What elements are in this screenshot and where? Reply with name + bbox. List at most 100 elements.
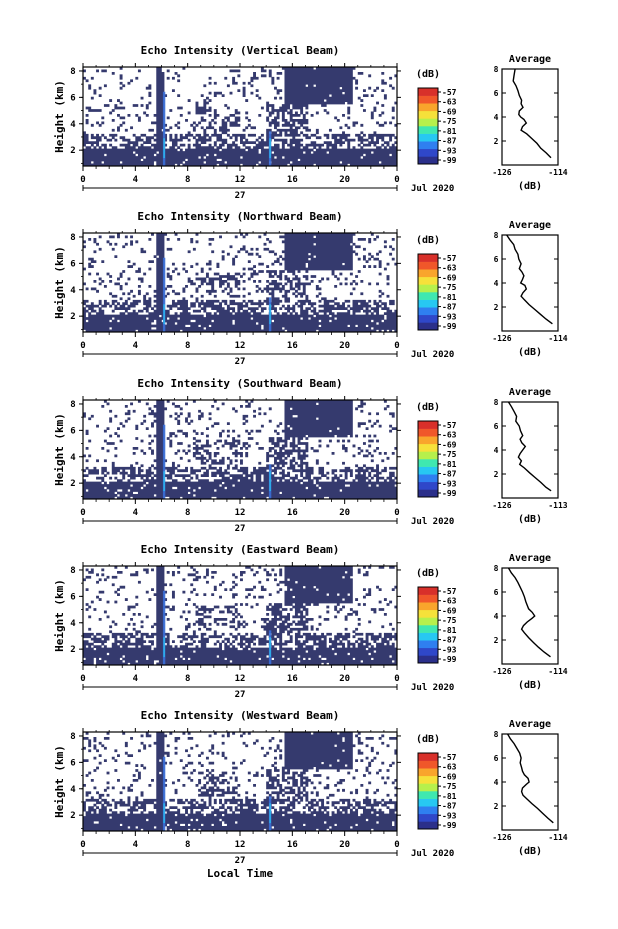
profile-y-tick-label: 6: [494, 422, 499, 431]
echo-cells: [83, 732, 398, 832]
echo-cells: [83, 233, 398, 333]
profile-x-tick-label: -114: [548, 667, 567, 676]
colorbar-swatch: [418, 647, 438, 656]
colorbar-tick-label: -69: [442, 107, 457, 116]
echo-streak-core: [163, 304, 165, 325]
panel-title: Echo Intensity (Northward Beam): [137, 210, 342, 223]
echo-streak-core: [269, 138, 271, 159]
colorbar: (dB)-57-63-69-75-81-87-93-99: [416, 69, 457, 165]
profile-x-tick-label: -126: [492, 334, 511, 343]
colorbar-tick-label: -87: [442, 303, 457, 312]
day-label: 27: [235, 357, 246, 367]
y-axis: 2 4 6 8 Height (km): [53, 732, 401, 829]
y-tick-label: 2: [70, 146, 75, 156]
panel-title: Echo Intensity (Vertical Beam): [141, 44, 340, 57]
date-label: Jul 2020: [411, 849, 454, 859]
colorbar-swatch: [418, 269, 438, 278]
colorbar-swatch: [418, 133, 438, 142]
colorbar-tick-label: -81: [442, 626, 457, 635]
heatmap: [82, 399, 398, 500]
colorbar-tick-label: -93: [442, 645, 457, 654]
colorbar-swatch: [418, 798, 438, 807]
x-tick-label: 12: [235, 341, 246, 351]
colorbar-swatch: [418, 821, 438, 830]
profile-x-tick-label: -126: [492, 501, 511, 510]
echo-streak: [162, 91, 166, 166]
colorbar-swatch: [418, 481, 438, 490]
colorbar-swatch: [418, 276, 438, 285]
colorbar-tick-label: -57: [442, 421, 457, 430]
x-tick-label: 4: [133, 508, 139, 518]
x-tick-label: 20: [339, 508, 350, 518]
heatmap: [82, 565, 398, 666]
panel-2: Echo Intensity (Northward Beam) 2 4 6 8 Heigh…: [53, 210, 568, 367]
colorbar-tick-label: -93: [442, 811, 457, 820]
colorbar-tick-label: -87: [442, 636, 457, 645]
x-tick-label: 20: [339, 674, 350, 684]
colorbar-tick-label: -75: [442, 616, 457, 625]
x-tick-label: 4: [133, 341, 139, 351]
colorbar-tick-label: -75: [442, 283, 457, 292]
profile-x-tick-label: -114: [548, 168, 567, 177]
profile-frame: [501, 733, 559, 831]
profile-x-tick-label: -114: [548, 833, 567, 842]
colorbar-frame: [417, 752, 439, 830]
echo-cells: [83, 566, 398, 666]
y-tick-label: 2: [70, 479, 75, 489]
x-axis: 0 4 8 12 16 20 0 27 Jul 2020: [80, 229, 454, 367]
colorbar-swatch: [418, 489, 438, 498]
colorbar-tick-label: -99: [442, 322, 457, 331]
colorbar-tick-label: -63: [442, 98, 457, 107]
colorbar-swatch: [418, 299, 438, 308]
echo-streak-core: [163, 637, 165, 658]
profile-y-tick-label: 8: [494, 398, 499, 407]
date-label: Jul 2020: [411, 184, 454, 194]
x-tick-label: 8: [185, 341, 190, 351]
profile-title: Average: [509, 54, 551, 65]
colorbar-tick-label: -63: [442, 763, 457, 772]
colorbar-frame: [417, 87, 439, 165]
echo-streak: [162, 756, 166, 831]
echo-streak: [162, 257, 166, 332]
colorbar-tick-label: -57: [442, 587, 457, 596]
colorbar-swatch: [418, 760, 438, 769]
x-tick-label: 0: [394, 674, 399, 684]
colorbar-tick-label: -75: [442, 782, 457, 791]
y-tick-label: 4: [70, 120, 76, 130]
x-tick-label: 0: [80, 674, 85, 684]
y-tick-label: 6: [70, 259, 75, 269]
echo-streak-core: [269, 471, 271, 492]
colorbar-unit: (dB): [416, 235, 440, 246]
x-tick-label: 4: [133, 840, 139, 850]
day-label: 27: [235, 856, 246, 866]
x-tick-label: 8: [185, 674, 190, 684]
colorbar-swatch: [418, 261, 438, 270]
colorbar-tick-label: -93: [442, 312, 457, 321]
profile-y-tick-label: 6: [494, 588, 499, 597]
y-axis: 2 4 6 8 Height (km): [53, 233, 401, 330]
echo-streak: [162, 424, 166, 499]
profile-frame: [501, 567, 559, 665]
x-tick-label: 0: [80, 840, 85, 850]
x-tick-label: 20: [339, 341, 350, 351]
colorbar-swatch: [418, 753, 438, 761]
y-tick-label: 8: [70, 233, 75, 243]
colorbar-tick-label: -63: [442, 431, 457, 440]
y-tick-label: 4: [70, 619, 76, 629]
date-label: Jul 2020: [411, 683, 454, 693]
colorbar-tick-label: -69: [442, 440, 457, 449]
colorbar-swatch: [418, 118, 438, 127]
colorbar-tick-label: -99: [442, 156, 457, 165]
profile-y-tick-label: 2: [494, 303, 499, 312]
colorbar-tick-label: -99: [442, 489, 457, 498]
panel-4: Echo Intensity (Eastward Beam) 2 4 6 8 Height…: [53, 543, 568, 700]
x-axis: 0 4 8 12 16 20 0 27 Jul 2020: [80, 396, 454, 534]
y-tick-label: 6: [70, 592, 75, 602]
colorbar: (dB)-57-63-69-75-81-87-93-99: [416, 734, 457, 830]
profile-line: [512, 68, 552, 159]
profile-y-tick-label: 4: [494, 279, 499, 288]
colorbar-swatch: [418, 594, 438, 603]
profile-y-tick-label: 6: [494, 89, 499, 98]
x-tick-label: 12: [235, 674, 246, 684]
colorbar-tick-label: -63: [442, 597, 457, 606]
